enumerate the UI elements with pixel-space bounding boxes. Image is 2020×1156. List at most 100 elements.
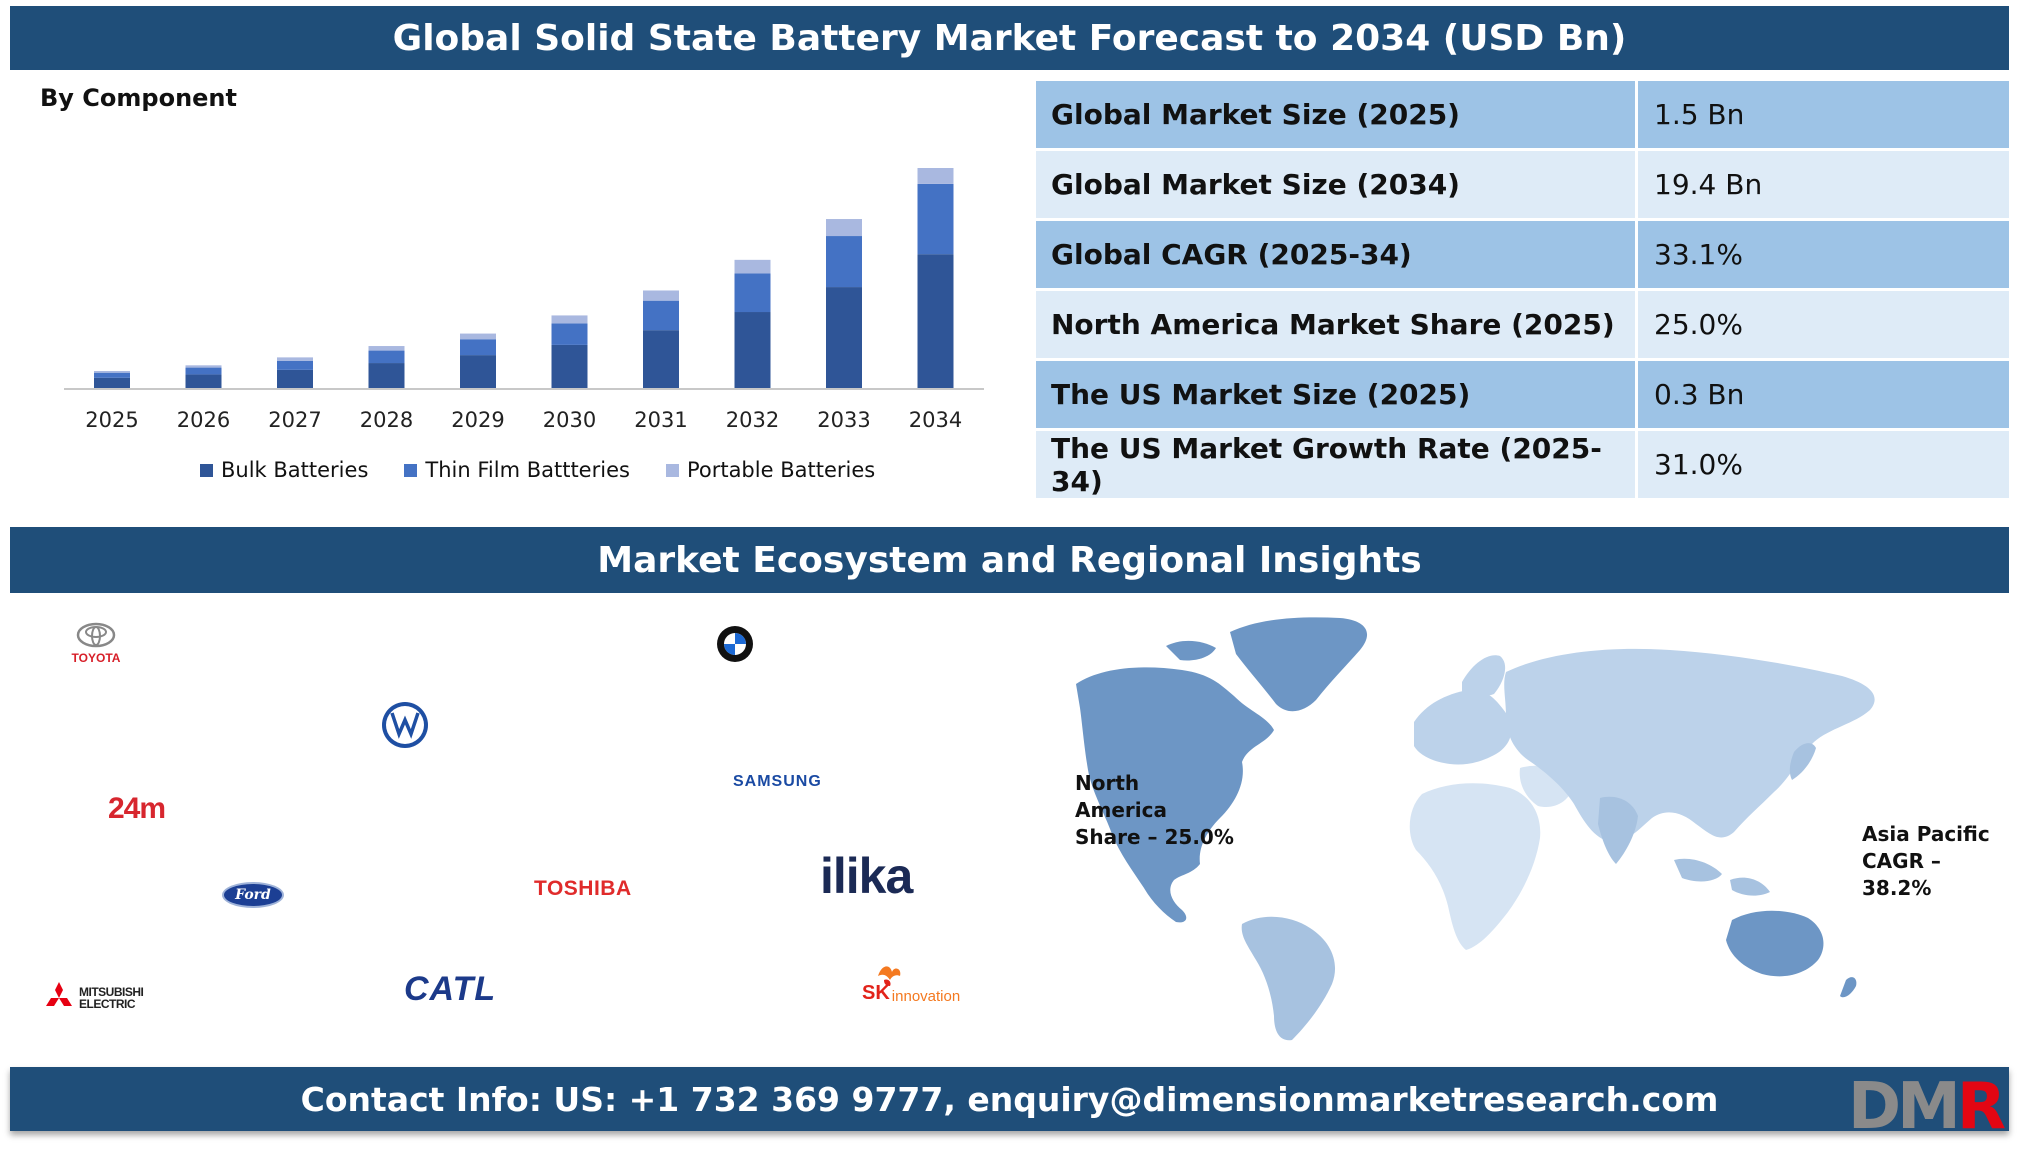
x-tick-label: 2031: [634, 408, 687, 432]
bar-2031-series-0: [643, 330, 679, 388]
asia-pacific-note-line1: Asia Pacific: [1862, 822, 1990, 846]
stacked-bar-chart: 2025 2026 2027 2028 2029 2030 2031 2032 2033 2034: [64, 168, 984, 432]
x-tick-label: 2025: [85, 408, 138, 432]
stat-value: 25.0%: [1638, 291, 2009, 358]
contact-info: Contact Info: US: +1 732 369 9777, enqui…: [10, 1067, 2009, 1131]
section-title: Market Ecosystem and Regional Insights: [10, 527, 2009, 593]
map-greenland: [1230, 617, 1368, 712]
bar-2030-series-0: [551, 344, 588, 388]
stat-label: Global Market Size (2025): [1036, 81, 1635, 148]
legend-swatch-portable: [665, 463, 679, 477]
samsung-logo: SAMSUNG: [733, 773, 822, 790]
stat-value: 0.3 Bn: [1638, 361, 2009, 428]
x-tick-label: 2028: [360, 408, 413, 432]
bar-2032-series-1: [734, 273, 771, 313]
north-america-note-line2: America: [1075, 798, 1167, 822]
stat-row: The US Market Size (2025) 0.3 Bn: [1036, 361, 2009, 428]
bar-2027-series-0: [277, 369, 313, 388]
bar-2028-series-2: [368, 346, 405, 351]
bar-2026-series-0: [185, 374, 222, 388]
x-tick-label: 2030: [543, 408, 596, 432]
map-arctic-islands: [1166, 640, 1216, 661]
stat-row: Global Market Size (2034) 19.4 Bn: [1036, 151, 2009, 218]
asia-pacific-note: Asia Pacific CAGR – 38.2%: [1862, 821, 1990, 902]
innovation-wordmark: innovation: [891, 988, 961, 1005]
map-africa: [1409, 783, 1541, 950]
bar-2033-series-0: [826, 287, 862, 388]
map-asia: [1504, 648, 1875, 843]
stat-row: Global CAGR (2025-34) 33.1%: [1036, 221, 2009, 288]
bar-2031-series-1: [643, 300, 679, 331]
bar-2029-series-0: [460, 355, 496, 388]
x-tick-label: 2034: [909, 408, 962, 432]
legend-item-portable: Portable Batteries: [665, 458, 876, 482]
sk-butterfly-icon: [878, 966, 901, 986]
stat-label: North America Market Share (2025): [1036, 291, 1635, 358]
bar-2027-series-1: [277, 360, 313, 370]
bar-2031-series-2: [643, 290, 679, 301]
stat-row: Global Market Size (2025) 1.5 Bn: [1036, 81, 2009, 148]
legend-swatch-thin-film: [404, 463, 418, 477]
bar-2034-series-2: [917, 168, 954, 184]
legend-item-thin-film: Thin Film Battteries: [404, 458, 630, 482]
stat-value: 33.1%: [1638, 221, 2009, 288]
bar-2026-series-2: [185, 365, 222, 368]
bar-2033-series-1: [826, 236, 862, 288]
map-australia: [1726, 910, 1824, 977]
mitsubishi-wordmark-line2: ELECTRIC: [79, 997, 136, 1011]
dmr-logo-r: R: [1956, 1070, 2006, 1144]
bar-2032-series-2: [734, 259, 771, 274]
bar-2033-series-2: [826, 219, 862, 237]
volkswagen-logo: [382, 702, 428, 748]
stat-value: 19.4 Bn: [1638, 151, 2009, 218]
map-europe: [1414, 689, 1512, 765]
bar-2025-series-2: [94, 370, 130, 373]
map-india: [1598, 796, 1638, 864]
asia-pacific-note-line3: 38.2%: [1862, 876, 1932, 900]
x-tick-label: 2032: [726, 408, 779, 432]
24m-logo: 24m: [108, 792, 166, 825]
toshiba-logo: TOSHIBA: [534, 877, 632, 900]
page-title: Global Solid State Battery Market Foreca…: [10, 6, 2009, 70]
three-diamonds-icon: [46, 982, 72, 1006]
bar-2032-series-0: [734, 312, 771, 388]
legend-label-portable: Portable Batteries: [686, 458, 876, 482]
chart-legend: Bulk Batteries Thin Film Battteries Port…: [200, 458, 875, 482]
toyota-logo: TOYOTA: [66, 622, 126, 665]
stat-label: Global CAGR (2025-34): [1036, 221, 1635, 288]
dmr-logo-m: M: [1897, 1070, 1961, 1144]
legend-swatch-bulk: [200, 463, 213, 477]
map-north-america: [1076, 667, 1274, 923]
stat-value: 1.5 Bn: [1638, 81, 2009, 148]
stat-label: The US Market Growth Rate (2025-34): [1036, 431, 1635, 498]
chart-subtitle: By Component: [40, 84, 237, 112]
x-tick-layer: 2025 2026 2027 2028 2029 2030 2031 2032 2033 2034: [85, 408, 962, 432]
bmw-logo: [717, 626, 753, 662]
legend-label-bulk: Bulk Batteries: [221, 458, 369, 482]
bar-2030-series-1: [551, 323, 588, 345]
stat-row: The US Market Growth Rate (2025-34) 31.0…: [1036, 431, 2009, 498]
bar-2028-series-0: [368, 363, 405, 388]
bar-2030-series-2: [551, 315, 588, 324]
x-tick-label: 2033: [817, 408, 870, 432]
bar-2025-series-1: [94, 372, 130, 378]
world-map: [1076, 617, 1875, 1041]
north-america-note-line3: Share – 25.0%: [1075, 825, 1234, 849]
key-stats-table: Global Market Size (2025) 1.5 Bn Global …: [1036, 81, 2009, 501]
map-new-zealand: [1840, 977, 1857, 998]
sk-wordmark: SK: [862, 982, 890, 1004]
mitsubishi-electric-logo: MITSUBISHI ELECTRIC: [42, 982, 144, 1014]
bar-2027-series-2: [277, 357, 313, 361]
catl-logo: CATL: [404, 970, 497, 1008]
asia-pacific-note-line2: CAGR –: [1862, 849, 1941, 873]
ford-logo: Ford: [222, 882, 284, 908]
bar-2034-series-1: [917, 183, 954, 255]
north-america-note-line1: North: [1075, 771, 1140, 795]
mitsubishi-wordmark-line1: MITSUBISHI: [79, 985, 144, 999]
dmr-logo-d: D: [1848, 1070, 1901, 1144]
bar-2026-series-1: [185, 367, 222, 375]
ford-wordmark: Ford: [235, 887, 271, 903]
bar-2028-series-1: [368, 350, 405, 364]
bar-layer: [94, 168, 954, 388]
legend-item-bulk: Bulk Batteries: [200, 458, 368, 482]
